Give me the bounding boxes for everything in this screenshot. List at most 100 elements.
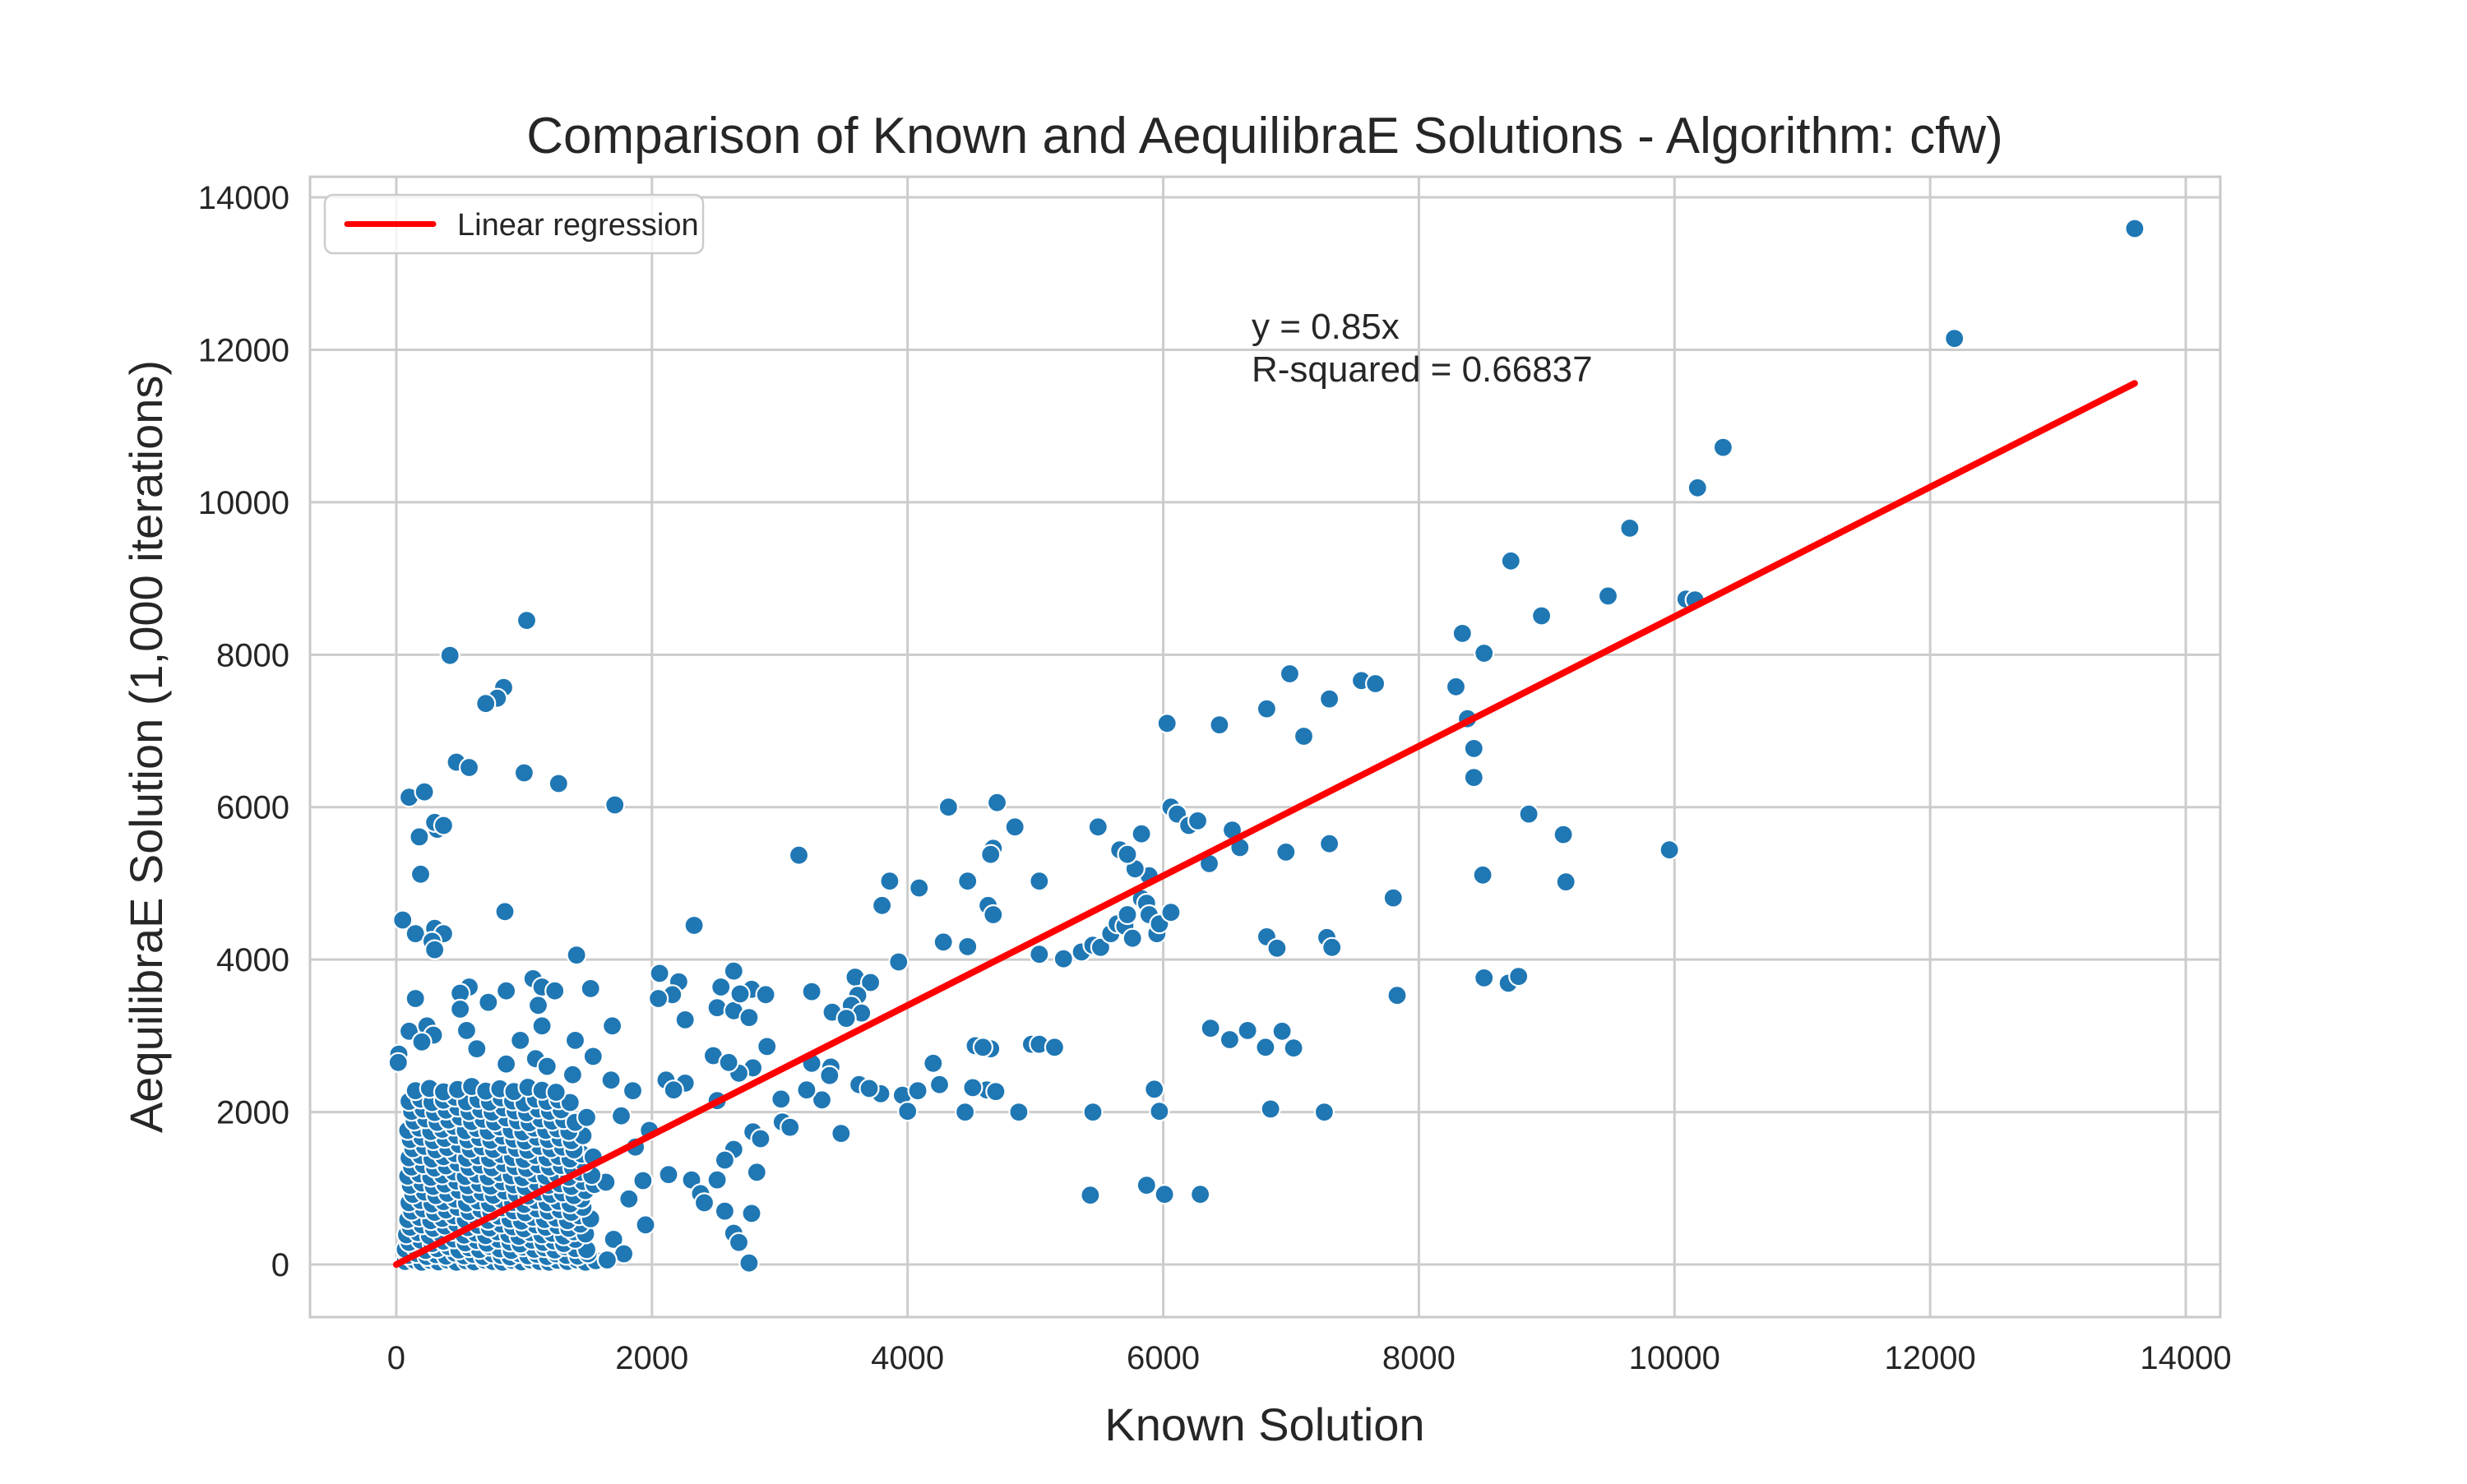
scatter-point xyxy=(1445,676,1467,697)
scatter-point xyxy=(1082,1101,1104,1123)
scatter-point xyxy=(2124,218,2145,239)
scatter-point xyxy=(405,987,426,1010)
scatter-point xyxy=(693,1192,715,1214)
scatter-point xyxy=(466,1038,488,1060)
scatter-point xyxy=(859,972,882,993)
scatter-point xyxy=(879,871,900,892)
scatter-point xyxy=(1451,622,1473,645)
scatter-point xyxy=(449,998,471,1020)
scatter-point xyxy=(962,1077,984,1098)
scatter-point xyxy=(439,645,461,666)
scatter-point xyxy=(985,1080,1007,1103)
scatter-point xyxy=(544,980,566,1001)
scatter-point xyxy=(750,1128,771,1149)
scatter-point xyxy=(1149,1101,1170,1122)
regression-line xyxy=(392,380,2138,1269)
scatter-point xyxy=(1712,437,1733,458)
scatter-point xyxy=(495,1053,517,1075)
scatter-point xyxy=(1029,871,1050,892)
scatter-point xyxy=(478,992,499,1013)
x-axis-tick-labels: 0 2000 4000 6000 8000 10000 12000 14000 xyxy=(387,1340,2232,1376)
scatter-point xyxy=(835,1007,857,1029)
scatter-point xyxy=(510,1029,531,1052)
x-tick-label: 6000 xyxy=(1127,1340,1200,1376)
scatter-point xyxy=(1160,902,1182,923)
scatter-point xyxy=(1200,1017,1221,1039)
scatter-point xyxy=(580,978,601,1000)
scatter-point xyxy=(649,963,670,984)
scatter-point xyxy=(972,1037,994,1058)
scatter-point xyxy=(1321,936,1343,958)
scatter-point xyxy=(513,762,535,784)
scatter-point xyxy=(663,1079,684,1101)
scatter-point xyxy=(923,1052,944,1074)
scatter-point xyxy=(1386,985,1408,1006)
y-tick-label: 2000 xyxy=(216,1095,289,1131)
scatter-point xyxy=(458,756,480,779)
scatter-point xyxy=(531,1015,553,1037)
scatter-point xyxy=(564,1029,586,1052)
scatter-point xyxy=(980,844,1002,865)
scatter-point xyxy=(954,1101,976,1123)
scatter-point xyxy=(1283,1038,1304,1059)
scatter-point xyxy=(1530,605,1553,626)
scatter-point xyxy=(957,871,979,892)
scatter-point xyxy=(888,951,910,973)
scatter-point xyxy=(411,1031,433,1052)
scatter-point xyxy=(1156,713,1178,734)
scatter-point xyxy=(610,1105,632,1126)
scatter-point xyxy=(1293,725,1315,747)
scatter-point xyxy=(1131,823,1152,844)
scatter-point xyxy=(1597,585,1619,607)
scatter-point xyxy=(1500,550,1521,571)
equation-annotation: y = 0.85x xyxy=(1252,307,1400,347)
scatter-point xyxy=(831,1122,852,1144)
x-tick-label: 0 xyxy=(387,1340,405,1376)
x-tick-label: 12000 xyxy=(1885,1340,1976,1376)
scatter-point xyxy=(738,1006,760,1029)
scatter-point xyxy=(1256,698,1278,719)
scatter-point xyxy=(604,794,626,816)
scatter-point xyxy=(1364,673,1386,695)
scatter-point xyxy=(1472,864,1493,885)
scatter-point xyxy=(714,1149,736,1171)
scatter-point xyxy=(1553,824,1574,845)
scatter-point xyxy=(819,1065,840,1086)
scatter-point xyxy=(1474,967,1495,989)
scatter-point xyxy=(1117,844,1138,865)
scatter-point xyxy=(433,815,455,836)
scatter-point xyxy=(801,981,822,1002)
y-tick-label: 10000 xyxy=(198,485,289,521)
scatter-point xyxy=(1313,1101,1335,1123)
scatter-point xyxy=(983,904,1004,926)
scatter-point xyxy=(414,781,435,802)
scatter-point xyxy=(1154,1184,1175,1205)
scatter-point xyxy=(536,1056,558,1077)
scatter-point xyxy=(409,826,430,848)
plot-area xyxy=(308,175,2222,1319)
scatter-point xyxy=(495,980,517,1001)
scatter-point xyxy=(907,1079,928,1102)
scatter-point xyxy=(780,1116,801,1138)
scatter-point xyxy=(1518,803,1539,825)
scatter-point xyxy=(1255,1037,1276,1058)
scatter-point xyxy=(729,983,751,1005)
scatter-point xyxy=(1144,1079,1165,1100)
scatter-point xyxy=(410,863,432,885)
scatter-point xyxy=(771,1089,792,1110)
scatter-point xyxy=(494,901,516,922)
scatter-point xyxy=(545,1081,567,1103)
scatter-point xyxy=(647,987,669,1010)
scatter-point xyxy=(1004,816,1025,838)
scatter-point xyxy=(937,797,960,818)
scatter-point xyxy=(1008,1101,1030,1123)
scatter-point xyxy=(1508,965,1530,987)
scatter-point xyxy=(618,1188,640,1209)
scatter-point xyxy=(909,877,930,899)
scatter-point xyxy=(1087,816,1109,838)
scatter-point xyxy=(562,1064,584,1085)
x-tick-label: 2000 xyxy=(615,1340,688,1376)
scatter-point xyxy=(728,1232,750,1253)
